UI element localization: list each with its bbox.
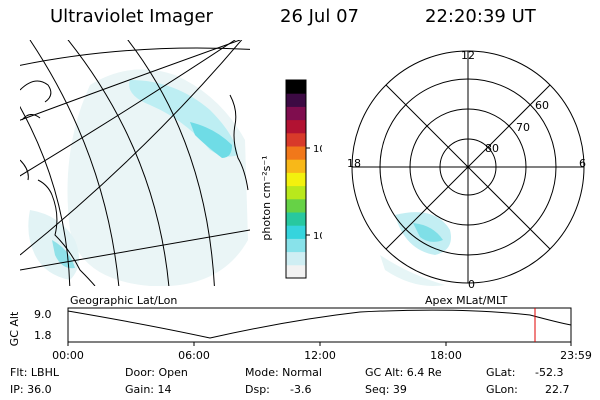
colorbar-band	[286, 159, 306, 173]
mlat-label-60: 60	[535, 99, 549, 112]
glat-value: -52.3	[535, 366, 564, 379]
timeline-xtick-1200: 12:00	[304, 349, 336, 362]
colorbar-gradient	[286, 80, 306, 279]
ip-info: IP: 36.0	[10, 383, 52, 396]
auroral-emission-geo	[28, 69, 248, 286]
timeline-xtick-2359: 23:59	[560, 349, 592, 362]
colorbar-tick-label-100: 100	[313, 144, 322, 155]
mlt-label-18: 18	[347, 157, 361, 170]
colorbar-band	[286, 146, 306, 160]
colorbar-band	[286, 185, 306, 200]
glon-value: 22.7	[545, 383, 570, 396]
timeline-xtick-1800: 18:00	[430, 349, 462, 362]
colorbar-band	[286, 212, 306, 226]
polar-grid	[351, 50, 585, 284]
lat-lon-grid	[20, 40, 250, 286]
gc-alt-info: GC Alt: 6.4 Re	[365, 366, 442, 379]
geographic-caption: Geographic Lat/Lon	[70, 294, 178, 307]
filter-info: Flt: LBHL	[10, 366, 59, 379]
colorbar-band	[286, 251, 306, 266]
instrument-title: Ultraviolet Imager	[50, 6, 213, 27]
colorbar-band	[286, 119, 306, 134]
timeline-ytick-1.8: 1.8	[34, 329, 52, 342]
mlt-label-12: 12	[461, 49, 475, 62]
timeline-frame	[67, 307, 572, 343]
dsp-label: Dsp:	[245, 383, 270, 396]
mlat-label-80: 80	[485, 142, 499, 155]
timeline-ytick-9: 9.0	[34, 308, 52, 321]
auroral-emission-polar	[380, 212, 451, 286]
timeline-xtick-0000: 00:00	[52, 349, 84, 362]
colorbar-tick-label-10: 10	[313, 231, 322, 242]
colorbar-band	[286, 264, 306, 279]
colorbar-band	[286, 172, 306, 187]
coastline	[20, 80, 249, 286]
polar-mlt-plot: 12 18 6 0 60 70 80	[347, 49, 586, 291]
colorbar-band	[286, 225, 306, 239]
colorbar-unit-label: photon cm⁻²s⁻¹	[262, 155, 273, 240]
colorbar-band	[286, 132, 306, 147]
colorbar-band	[286, 80, 306, 94]
timeline-ylabel: GC Alt	[8, 311, 21, 346]
observation-time: 22:20:39 UT	[425, 6, 536, 27]
altitude-timeline: GC Alt 9.0 1.8 00:00 06:00 12:00 18:00 2…	[8, 307, 592, 362]
apex-caption: Apex MLat/MLT	[425, 294, 508, 307]
colorbar-band	[286, 106, 306, 121]
seq-info: Seq: 39	[365, 383, 407, 396]
colorbar: photon cm⁻²s⁻¹ 100 10	[262, 79, 322, 279]
mode-info: Mode: Normal	[245, 366, 322, 379]
colorbar-band	[286, 93, 306, 107]
mlt-label-0: 0	[468, 278, 475, 291]
timeline-xtick-0600: 06:00	[178, 349, 210, 362]
door-info: Door: Open	[125, 366, 188, 379]
geographic-map	[20, 40, 250, 286]
observation-date: 26 Jul 07	[280, 6, 359, 27]
gain-info: Gain: 14	[125, 383, 172, 396]
mlt-label-6: 6	[579, 157, 586, 170]
mlat-label-70: 70	[516, 121, 530, 134]
colorbar-band	[286, 198, 306, 213]
altitude-curve	[67, 309, 572, 339]
glon-label: GLon:	[486, 383, 518, 396]
glat-label: GLat:	[486, 366, 516, 379]
colorbar-band	[286, 238, 306, 253]
dsp-value: -3.6	[290, 383, 312, 396]
